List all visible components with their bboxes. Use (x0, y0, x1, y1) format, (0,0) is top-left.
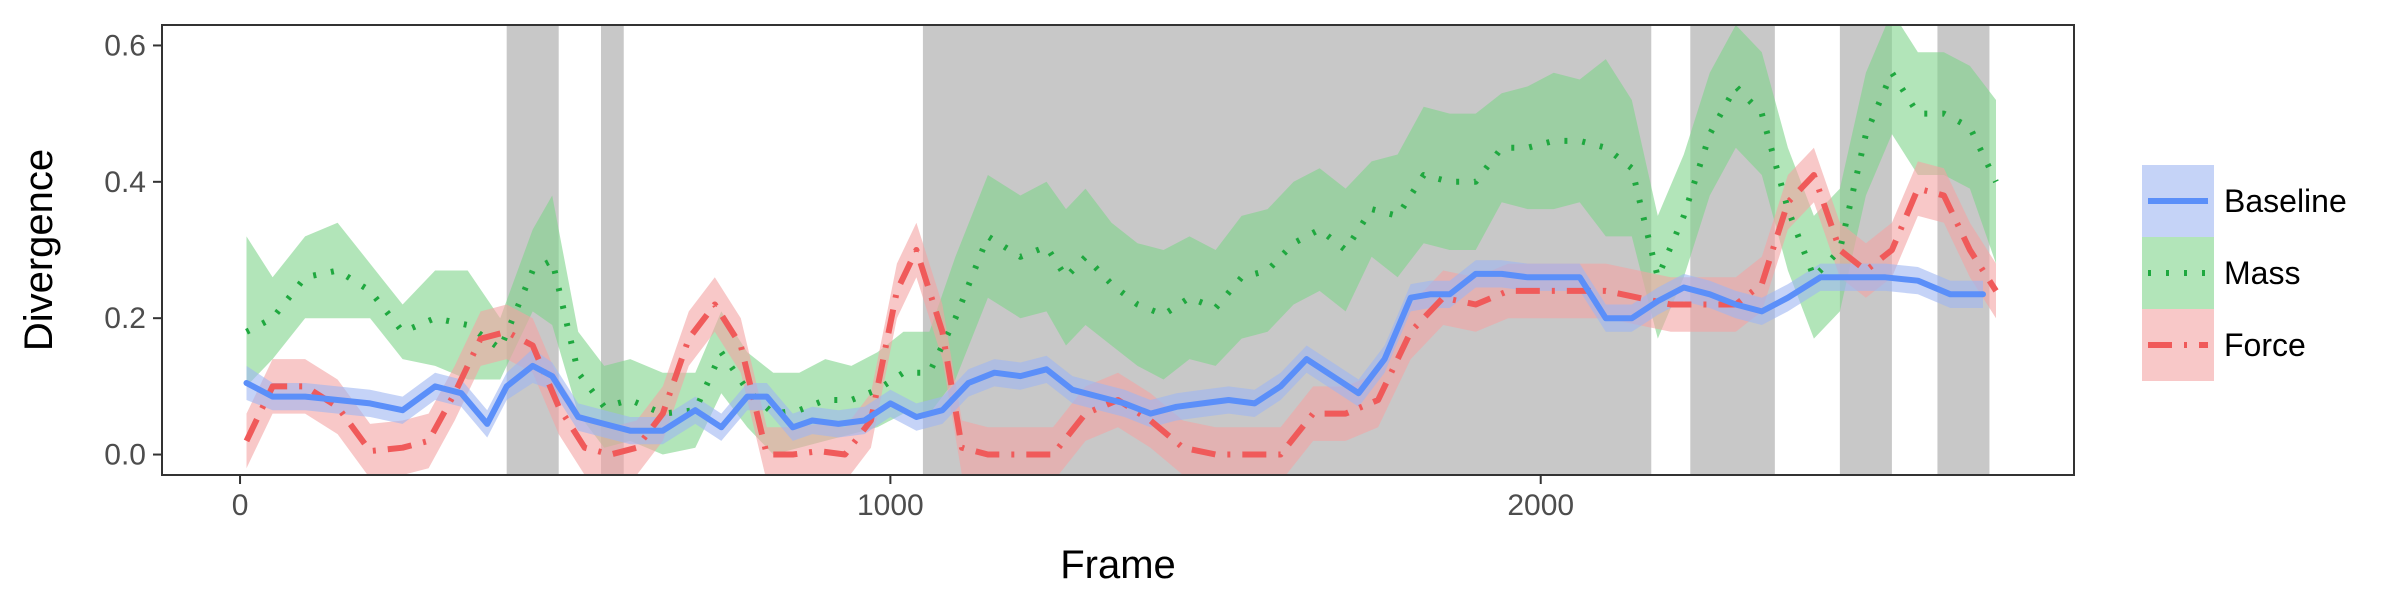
legend: Baseline Mass Force (2142, 165, 2347, 381)
baseline-confidence-band (246, 260, 1983, 445)
plot-border (161, 24, 2075, 476)
x-tick-label: 2000 (1507, 489, 1574, 522)
legend-label-force: Force (2224, 327, 2306, 363)
y-tick-label: 0.0 (104, 439, 146, 472)
y-axis-title: Divergence (17, 149, 61, 351)
x-axis: 0 1000 2000 (232, 475, 1574, 522)
x-tick-label: 1000 (857, 489, 924, 522)
x-axis-title: Frame (1060, 543, 1176, 587)
legend-label-mass: Mass (2224, 255, 2300, 291)
series-lines (243, 69, 1999, 458)
y-axis: 0.0 0.2 0.4 0.6 (104, 29, 162, 472)
y-tick-label: 0.6 (104, 29, 146, 62)
legend-label-baseline: Baseline (2224, 183, 2347, 219)
y-tick-label: 0.2 (104, 302, 146, 335)
baseline-series-line (243, 270, 1986, 434)
mass-confidence-band (246, 25, 1996, 455)
x-tick-label: 0 (232, 489, 249, 522)
y-tick-label: 0.4 (104, 166, 146, 199)
